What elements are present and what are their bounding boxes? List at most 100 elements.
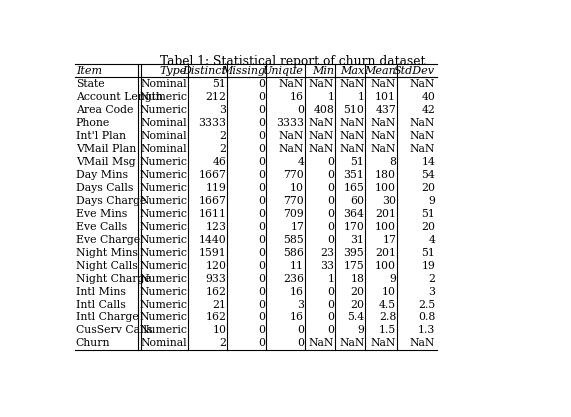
Text: 586: 586 [283, 248, 304, 258]
Text: Type: Type [160, 66, 187, 76]
Text: 0: 0 [297, 325, 304, 335]
Text: 20: 20 [421, 183, 435, 193]
Text: 51: 51 [421, 209, 435, 219]
Text: 23: 23 [320, 248, 334, 258]
Text: 0: 0 [327, 325, 334, 335]
Text: 0: 0 [297, 339, 304, 348]
Text: 3: 3 [297, 299, 304, 309]
Text: 16: 16 [290, 286, 304, 296]
Text: State: State [76, 79, 104, 89]
Text: NaN: NaN [309, 79, 334, 89]
Text: 20: 20 [351, 299, 364, 309]
Text: CusServ Calls: CusServ Calls [76, 325, 152, 335]
Text: 0: 0 [258, 170, 265, 180]
Text: Nominal: Nominal [140, 79, 187, 89]
Text: 46: 46 [212, 157, 226, 167]
Text: 0: 0 [258, 196, 265, 206]
Text: 709: 709 [283, 209, 304, 219]
Text: 0: 0 [258, 105, 265, 115]
Text: NaN: NaN [371, 144, 396, 154]
Text: Day Mins: Day Mins [76, 170, 128, 180]
Text: 236: 236 [283, 274, 304, 284]
Text: 9: 9 [428, 196, 435, 206]
Text: Max: Max [340, 66, 364, 76]
Text: 2: 2 [219, 131, 226, 141]
Text: 4: 4 [428, 235, 435, 245]
Text: Item: Item [76, 66, 102, 76]
Text: 2.5: 2.5 [418, 299, 435, 309]
Text: NaN: NaN [371, 339, 396, 348]
Text: Churn: Churn [76, 339, 110, 348]
Text: Days Calls: Days Calls [76, 183, 133, 193]
Text: 0.8: 0.8 [418, 312, 435, 322]
Text: 51: 51 [351, 157, 364, 167]
Text: 18: 18 [351, 274, 364, 284]
Text: 1591: 1591 [199, 248, 226, 258]
Text: NaN: NaN [279, 144, 304, 154]
Text: 165: 165 [343, 183, 364, 193]
Text: 0: 0 [258, 261, 265, 271]
Text: NaN: NaN [339, 131, 364, 141]
Text: 11: 11 [290, 261, 304, 271]
Text: Numeric: Numeric [139, 183, 187, 193]
Text: Numeric: Numeric [139, 170, 187, 180]
Text: 175: 175 [344, 261, 364, 271]
Text: 21: 21 [212, 299, 226, 309]
Text: 100: 100 [375, 222, 396, 232]
Text: VMail Plan: VMail Plan [76, 144, 136, 154]
Text: 1: 1 [327, 92, 334, 102]
Text: 770: 770 [283, 170, 304, 180]
Text: Numeric: Numeric [139, 325, 187, 335]
Text: 0: 0 [258, 92, 265, 102]
Text: 0: 0 [327, 196, 334, 206]
Text: Unique: Unique [263, 66, 304, 76]
Text: 0: 0 [258, 144, 265, 154]
Text: Intl Mins: Intl Mins [76, 286, 126, 296]
Text: 30: 30 [382, 196, 396, 206]
Text: 395: 395 [344, 248, 364, 258]
Text: NaN: NaN [339, 79, 364, 89]
Text: 14: 14 [421, 157, 435, 167]
Text: NaN: NaN [279, 131, 304, 141]
Text: Numeric: Numeric [139, 299, 187, 309]
Text: 0: 0 [327, 183, 334, 193]
Text: 4.5: 4.5 [379, 299, 396, 309]
Text: 101: 101 [375, 92, 396, 102]
Text: 40: 40 [421, 92, 435, 102]
Text: NaN: NaN [309, 118, 334, 128]
Text: 0: 0 [327, 209, 334, 219]
Text: Numeric: Numeric [139, 222, 187, 232]
Text: 100: 100 [375, 183, 396, 193]
Text: 0: 0 [258, 235, 265, 245]
Text: 0: 0 [327, 299, 334, 309]
Text: NaN: NaN [410, 118, 435, 128]
Text: Distinct: Distinct [182, 66, 226, 76]
Text: NaN: NaN [410, 144, 435, 154]
Text: 2: 2 [428, 274, 435, 284]
Text: 0: 0 [297, 105, 304, 115]
Text: 0: 0 [258, 339, 265, 348]
Text: 1.5: 1.5 [379, 325, 396, 335]
Text: 1667: 1667 [198, 196, 226, 206]
Text: 0: 0 [258, 209, 265, 219]
Text: 9: 9 [357, 325, 364, 335]
Text: 0: 0 [258, 131, 265, 141]
Text: 8: 8 [389, 157, 396, 167]
Text: 31: 31 [351, 235, 364, 245]
Text: VMail Msg: VMail Msg [76, 157, 135, 167]
Text: 585: 585 [283, 235, 304, 245]
Text: 42: 42 [421, 105, 435, 115]
Text: NaN: NaN [371, 131, 396, 141]
Text: NaN: NaN [309, 144, 334, 154]
Text: Nominal: Nominal [140, 131, 187, 141]
Text: 119: 119 [206, 183, 226, 193]
Text: Nominal: Nominal [140, 144, 187, 154]
Text: NaN: NaN [309, 131, 334, 141]
Text: 10: 10 [212, 325, 226, 335]
Text: 3333: 3333 [276, 118, 304, 128]
Text: Intl Charge: Intl Charge [76, 312, 139, 322]
Text: Night Mins: Night Mins [76, 248, 138, 258]
Text: 17: 17 [290, 222, 304, 232]
Text: NaN: NaN [410, 339, 435, 348]
Text: Numeric: Numeric [139, 235, 187, 245]
